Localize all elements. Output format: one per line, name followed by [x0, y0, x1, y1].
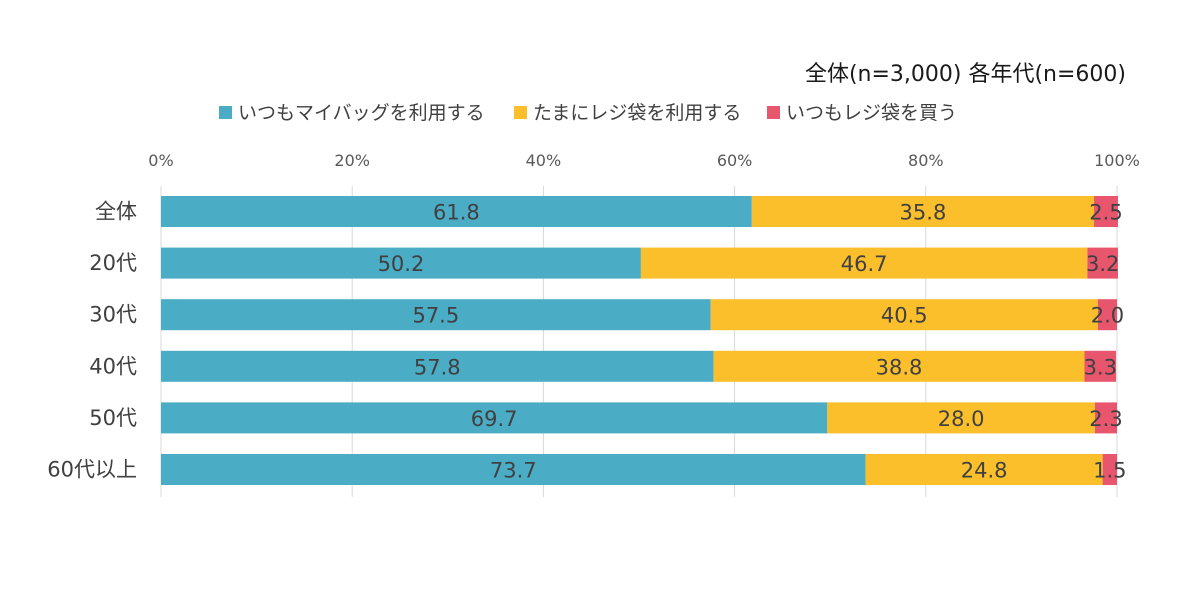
bars [161, 196, 1118, 485]
legend: いつもマイバッグを利用する たまにレジ袋を利用する いつもレジ袋を買う [219, 102, 957, 124]
data-label: 40.5 [881, 304, 928, 328]
legend-swatch-my-bag [219, 106, 232, 119]
data-label: 3.3 [1084, 355, 1117, 379]
x-tick-label: 80% [908, 151, 944, 170]
x-tick-label: 40% [526, 151, 562, 170]
data-label: 28.0 [938, 407, 985, 431]
bar-segment [1102, 454, 1117, 485]
legend-item-sometimes-bag: たまにレジ袋を利用する [514, 102, 741, 124]
category-label: 30代 [89, 303, 137, 327]
data-label: 24.8 [961, 459, 1008, 483]
legend-label-my-bag: いつもマイバッグを利用する [238, 102, 485, 124]
x-tick-label: 0% [148, 151, 173, 170]
bar-segment [1087, 247, 1118, 279]
data-label: 3.2 [1086, 252, 1119, 276]
bar-segment [1097, 299, 1117, 331]
bar-segment [1084, 350, 1117, 382]
category-label: 全体 [95, 200, 137, 224]
data-label: 2.0 [1091, 304, 1124, 328]
data-label: 2.5 [1089, 201, 1122, 225]
bar-segment [161, 454, 866, 485]
data-label: 2.3 [1089, 407, 1122, 431]
bar-segment [865, 454, 1103, 485]
data-labels: 61.8 35.8 2.5 50.2 46.7 3.2 57.5 40.5 2.0 57.8 38.… [378, 201, 1127, 483]
bar-segment [1094, 196, 1118, 227]
category-label: 60代以上 [47, 458, 137, 482]
legend-label-always-bag: いつもレジ袋を買う [786, 102, 957, 124]
category-labels: 全体 20代 30代 40代 50代 60代以上 [47, 200, 137, 482]
x-axis-ticks: 0% 20% 40% 60% 80% 100% [148, 151, 1140, 170]
x-tick-label: 100% [1094, 151, 1140, 170]
data-label: 1.5 [1093, 459, 1126, 483]
legend-swatch-always-bag [767, 106, 780, 119]
category-label: 40代 [89, 354, 137, 378]
sample-size-note: 全体(n=3,000) 各年代(n=600) [805, 62, 1126, 87]
data-label: 61.8 [433, 201, 480, 225]
bar-segment [713, 350, 1085, 382]
bar-segment [640, 247, 1088, 279]
bar-segment [710, 299, 1098, 331]
gridlines [160, 186, 1118, 497]
data-label: 57.8 [414, 355, 461, 379]
legend-item-always-bag: いつもレジ袋を買う [767, 102, 957, 124]
bar-segment [161, 350, 714, 382]
bar-segment [161, 402, 828, 434]
x-tick-label: 60% [717, 151, 753, 170]
bar-segment [161, 299, 711, 331]
bar-segment [751, 196, 1095, 227]
data-label: 46.7 [841, 252, 888, 276]
data-label: 57.5 [412, 304, 459, 328]
bar-segment [1095, 402, 1117, 434]
data-label: 50.2 [378, 252, 425, 276]
legend-item-my-bag: いつもマイバッグを利用する [219, 102, 485, 124]
category-label: 20代 [89, 251, 137, 275]
bar-segment [827, 402, 1096, 434]
legend-label-sometimes-bag: たまにレジ袋を利用する [533, 102, 741, 124]
bar-segment [161, 196, 752, 227]
data-label: 73.7 [490, 459, 537, 483]
data-label: 69.7 [471, 407, 518, 431]
data-label: 35.8 [900, 201, 947, 225]
category-label: 50代 [89, 406, 137, 430]
bar-segment [161, 247, 641, 279]
data-label: 38.8 [876, 355, 923, 379]
x-tick-label: 20% [334, 151, 370, 170]
legend-swatch-sometimes-bag [514, 106, 527, 119]
